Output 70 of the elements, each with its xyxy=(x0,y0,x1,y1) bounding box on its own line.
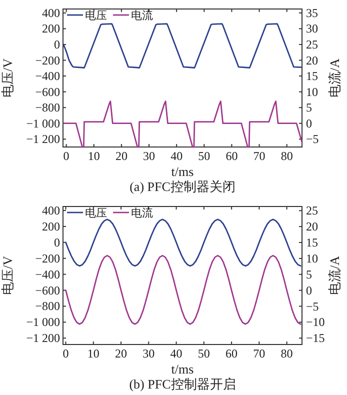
y2-tick-label: 10 xyxy=(306,84,318,99)
x-tick-label: 60 xyxy=(226,149,238,163)
y-tick-label: −200 xyxy=(35,53,60,68)
y-tick-label: 0 xyxy=(54,37,60,52)
line-series xyxy=(65,254,302,325)
y2-tick-label: −10 xyxy=(306,315,325,330)
x-tick-label: 50 xyxy=(198,346,210,360)
y-tick-label: −200 xyxy=(35,251,60,266)
y2-tick-label: 0 xyxy=(306,116,312,130)
y-tick-label: 0 xyxy=(54,235,60,250)
x-tick-label: 30 xyxy=(142,346,155,360)
y2-tick-label: 0 xyxy=(306,283,312,298)
y-tick-label: −1 000 xyxy=(26,116,60,130)
y2-tick-label: −5 xyxy=(306,299,319,314)
y2-tick-label: 25 xyxy=(306,37,318,52)
y-tick-label: −800 xyxy=(35,100,60,115)
y-tick-label: −1 200 xyxy=(26,132,60,146)
y2-tick-label: 30 xyxy=(306,22,318,36)
y2-tick-label: 20 xyxy=(306,53,318,68)
x-tick-label: 80 xyxy=(280,149,293,163)
legend-label: 电流 xyxy=(131,9,153,22)
y2-tick-label: 5 xyxy=(306,100,312,115)
y-tick-label: −800 xyxy=(35,299,60,314)
y-tick-label: −400 xyxy=(35,267,60,282)
x-axis-title: t/ms xyxy=(171,362,194,376)
x-tick-label: 30 xyxy=(143,149,156,163)
y2-tick-label: −15 xyxy=(306,331,325,346)
x-tick-label: 40 xyxy=(170,149,183,163)
x-tick-label: 0 xyxy=(62,346,69,360)
y-tick-label: 400 xyxy=(42,203,60,218)
x-tick-label: 20 xyxy=(115,149,128,163)
y2-tick-label: 25 xyxy=(306,204,318,218)
y-tick-label: −1 200 xyxy=(26,331,60,346)
y2-axis-title: 电流/A xyxy=(327,255,342,295)
y-tick-label: −600 xyxy=(35,283,60,298)
y2-tick-label: 15 xyxy=(306,236,318,250)
y-tick-label: −1 000 xyxy=(26,315,60,330)
y-tick-label: −400 xyxy=(35,69,60,84)
x-tick-label: 20 xyxy=(115,346,128,360)
y-tick-label: 200 xyxy=(42,219,60,234)
line-series xyxy=(63,23,302,68)
y-axis-title: 电压/V xyxy=(0,255,15,295)
x-tick-label: 80 xyxy=(280,346,293,360)
y2-axis-title: 电流/A xyxy=(327,58,342,98)
legend-label: 电流 xyxy=(131,206,153,220)
text: (b) PFC控制器开启 xyxy=(129,376,236,392)
y2-tick-label: 5 xyxy=(306,267,312,282)
y-axis-title: 电压/V xyxy=(0,58,15,98)
text: (a) PFC控制器关闭 xyxy=(130,179,236,194)
x-axis-title: t/ms xyxy=(171,164,194,179)
x-tick-label: 70 xyxy=(253,346,266,360)
line-series xyxy=(63,100,302,148)
y2-tick-label: 10 xyxy=(306,251,318,266)
x-tick-label: 40 xyxy=(170,346,182,360)
x-tick-label: 70 xyxy=(253,149,266,163)
x-tick-label: 0 xyxy=(63,149,70,163)
x-tick-label: 50 xyxy=(198,149,210,163)
y-tick-label: 400 xyxy=(42,6,60,20)
legend-label: 电压 xyxy=(85,206,107,220)
y-tick-label: −600 xyxy=(35,84,60,99)
x-tick-label: 10 xyxy=(88,149,100,163)
y2-tick-label: 20 xyxy=(306,220,318,234)
y2-tick-label: 15 xyxy=(306,69,318,84)
x-tick-label: 10 xyxy=(87,346,100,360)
y-tick-label: 200 xyxy=(42,22,60,36)
x-tick-label: 60 xyxy=(226,346,238,360)
line-series xyxy=(65,218,302,267)
y2-tick-label: −5 xyxy=(306,132,319,146)
y2-tick-label: 35 xyxy=(306,6,318,20)
legend-label: 电压 xyxy=(85,9,107,22)
